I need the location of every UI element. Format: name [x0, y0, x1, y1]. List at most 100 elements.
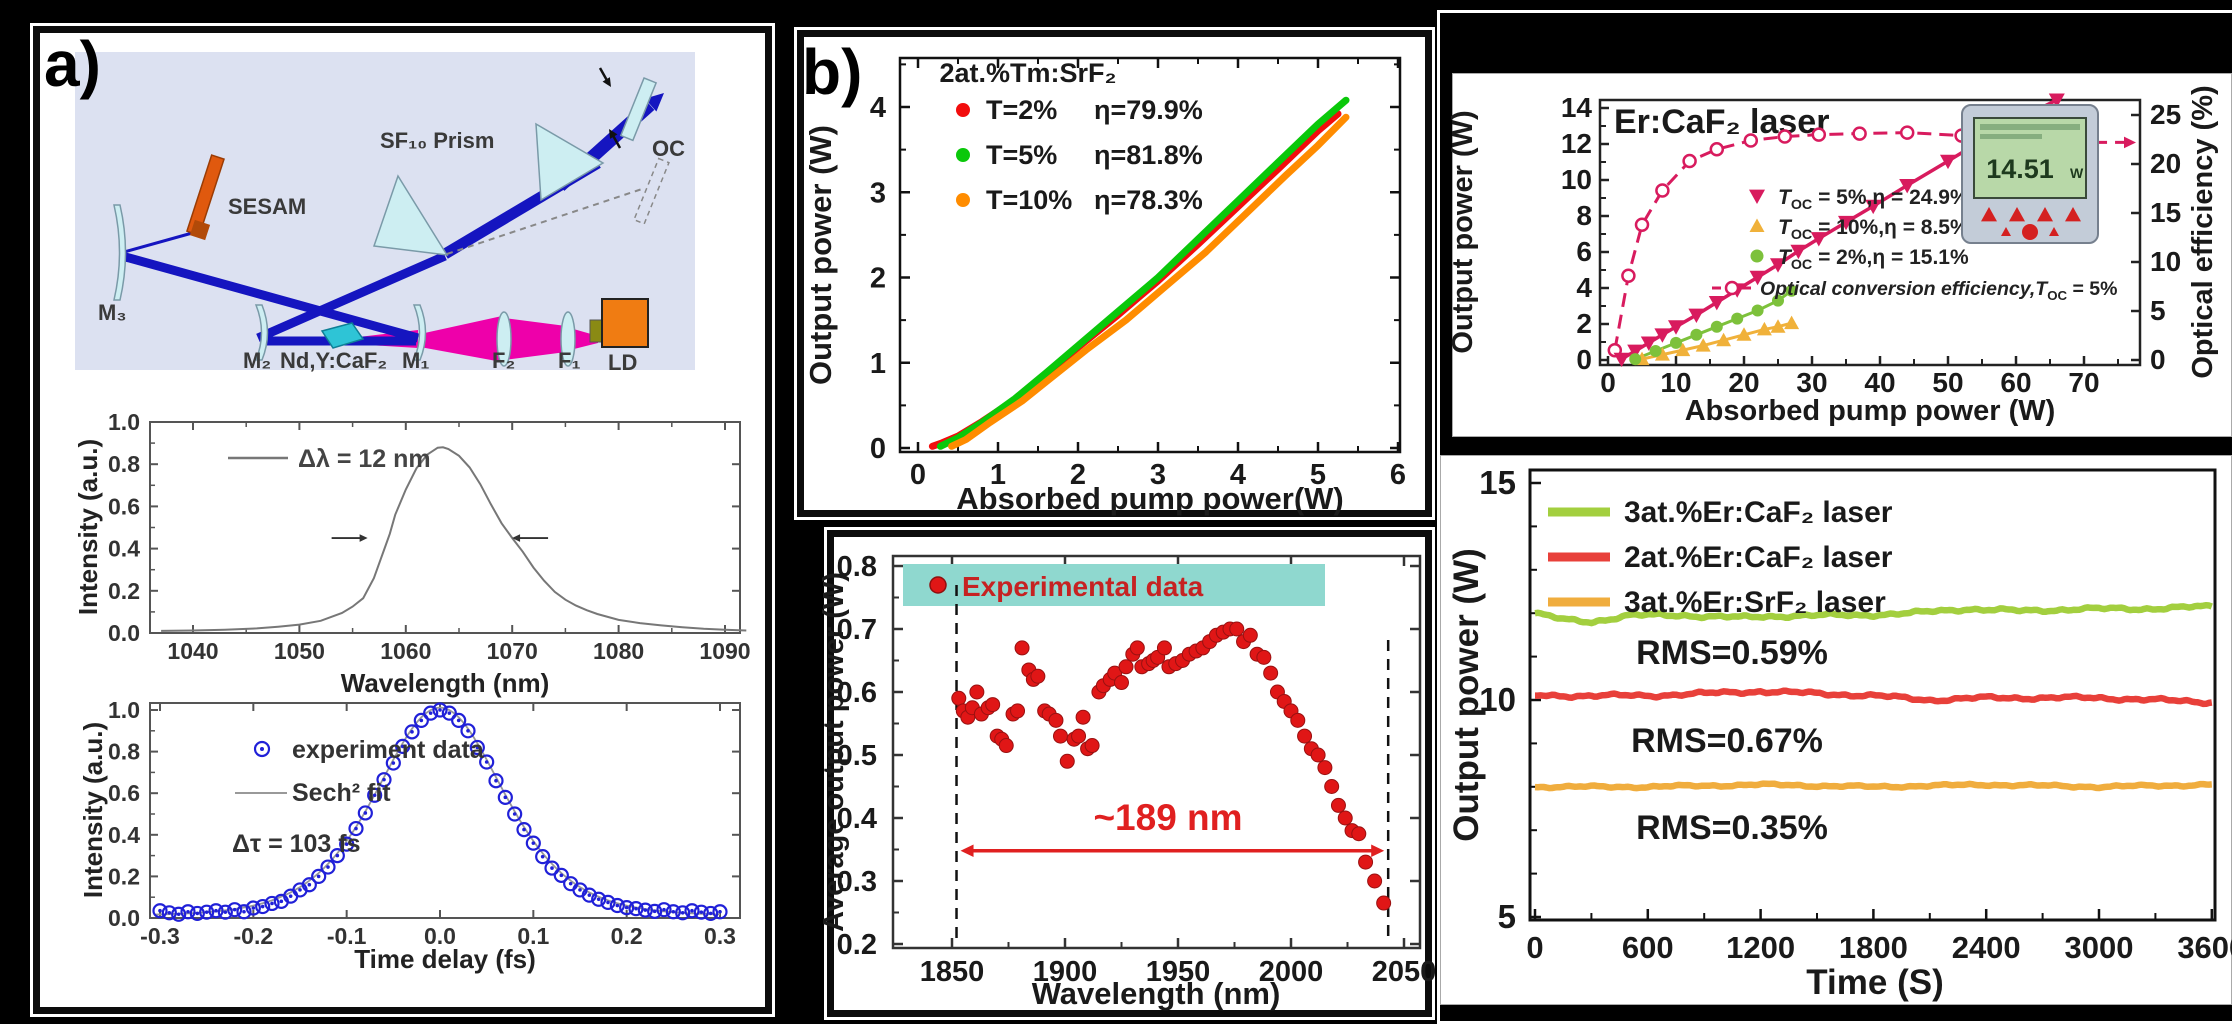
svg-text:2000: 2000 [1259, 956, 1324, 988]
svg-text:T=2%: T=2% [986, 95, 1057, 125]
svg-text:40: 40 [1864, 367, 1895, 398]
svg-text:20: 20 [2150, 148, 2181, 179]
svg-text:8: 8 [1576, 200, 1592, 231]
svg-text:0: 0 [870, 433, 886, 465]
svg-text:0.1: 0.1 [517, 923, 549, 949]
svg-text:0.4: 0.4 [837, 803, 877, 835]
svg-text:2050: 2050 [1372, 956, 1437, 988]
svg-text:Output power (W): Output power (W) [803, 125, 838, 385]
svg-text:0.6: 0.6 [108, 493, 140, 519]
svg-text:Absorbed pump power(W): Absorbed pump power(W) [956, 481, 1343, 516]
svg-text:TOC = 5%,η = 24.9%: TOC = 5%,η = 24.9% [1778, 186, 1969, 213]
svg-text:0.5: 0.5 [837, 740, 877, 772]
svg-text:0.3: 0.3 [837, 866, 877, 898]
svg-text:0.2: 0.2 [837, 929, 877, 961]
svg-text:1.0: 1.0 [108, 409, 140, 435]
svg-text:5: 5 [2150, 295, 2166, 326]
svg-text:0: 0 [910, 459, 926, 491]
cavity-diagram [75, 52, 695, 370]
svg-text:0.6: 0.6 [108, 780, 140, 806]
panel-a-label: a) [44, 28, 101, 100]
svg-text:-0.3: -0.3 [140, 923, 180, 949]
svg-text:experiment data: experiment data [292, 736, 485, 764]
sesam-label: SESAM [228, 194, 307, 219]
svg-text:14.51: 14.51 [1986, 154, 2054, 184]
svg-text:2at.%Tm:SrF₂: 2at.%Tm:SrF₂ [939, 58, 1116, 88]
svg-text:2at.%Er:CaF₂ laser: 2at.%Er:CaF₂ laser [1624, 541, 1893, 574]
laser-diode-label: LD [608, 350, 638, 375]
svg-text:3: 3 [1150, 459, 1166, 491]
svg-text:RMS=0.35%: RMS=0.35% [1636, 809, 1828, 847]
svg-text:1050: 1050 [274, 638, 325, 664]
svg-text:0.3: 0.3 [704, 923, 736, 949]
svg-text:50: 50 [1932, 367, 1963, 398]
svg-text:1090: 1090 [699, 638, 750, 664]
svg-text:Absorbed pump power (W): Absorbed pump power (W) [1685, 395, 2056, 427]
svg-text:1200: 1200 [1726, 930, 1795, 965]
svg-text:0.0: 0.0 [108, 620, 140, 646]
svg-text:3600: 3600 [2177, 930, 2232, 965]
svg-text:TOC = 10%,η = 8.5%: TOC = 10%,η = 8.5% [1778, 216, 1969, 243]
gain-crystal-label: Nd,Y:CaF₂ [280, 348, 388, 373]
svg-text:0.2: 0.2 [108, 863, 140, 889]
svg-text:30: 30 [1796, 367, 1827, 398]
svg-text:4: 4 [870, 92, 886, 124]
svg-text:T=5%: T=5% [986, 140, 1057, 170]
svg-text:0.8: 0.8 [108, 739, 140, 765]
svg-text:-0.2: -0.2 [234, 923, 274, 949]
svg-text:0.0: 0.0 [108, 905, 140, 931]
svg-text:Intensity (a.u.): Intensity (a.u.) [73, 439, 103, 615]
svg-text:3000: 3000 [2065, 930, 2134, 965]
svg-text:5: 5 [1310, 459, 1326, 491]
svg-text:0: 0 [1576, 344, 1592, 375]
svg-text:Time (S): Time (S) [1806, 963, 1943, 1002]
svg-text:1060: 1060 [380, 638, 431, 664]
svg-text:10: 10 [1479, 681, 1516, 718]
svg-text:0: 0 [2150, 344, 2166, 375]
svg-text:Optical conversion efficiency,: Optical conversion efficiency,TOC = 5% [1760, 278, 2117, 303]
svg-text:14: 14 [1561, 92, 1593, 123]
svg-text:Time delay (fs): Time delay (fs) [354, 944, 536, 974]
power-meter-inset: 14.51 W [1961, 104, 2099, 244]
svg-text:0.4: 0.4 [108, 822, 140, 848]
svg-text:2400: 2400 [1952, 930, 2021, 965]
svg-text:60: 60 [2000, 367, 2031, 398]
svg-text:4: 4 [1230, 459, 1246, 491]
svg-text:0: 0 [1600, 367, 1616, 398]
svg-text:Wavelength (nm): Wavelength (nm) [341, 668, 549, 698]
panel-b-label: b) [802, 36, 863, 108]
svg-text:10: 10 [1561, 164, 1592, 195]
svg-text:0.8: 0.8 [837, 551, 877, 583]
svg-text:1950: 1950 [1146, 956, 1211, 988]
panel-b-bottom-card [827, 530, 1432, 1017]
svg-text:3at.%Er:CaF₂ laser: 3at.%Er:CaF₂ laser [1624, 496, 1893, 529]
svg-text:Optical efficiency (%): Optical efficiency (%) [2187, 85, 2219, 378]
svg-text:15: 15 [2150, 197, 2181, 228]
svg-text:0.0: 0.0 [424, 923, 456, 949]
svg-text:TOC = 2%,η = 15.1%: TOC = 2%,η = 15.1% [1778, 246, 1969, 273]
svg-text:Wavelength (nm): Wavelength (nm) [1032, 976, 1281, 1011]
svg-text:Sech² fit: Sech² fit [292, 779, 391, 807]
svg-text:η=78.3%: η=78.3% [1094, 185, 1203, 215]
lens-f2-label: F₂ [492, 348, 516, 373]
svg-text:η=81.8%: η=81.8% [1094, 140, 1203, 170]
svg-text:1: 1 [870, 348, 886, 380]
output-coupler-label: OC [652, 136, 685, 161]
svg-text:0.7: 0.7 [837, 614, 877, 646]
emission-spectrum-chart: 1040 1050 1060 1070 1080 1090 0.0 0.2 0.4 0.6 0.8 1… [73, 409, 751, 698]
svg-text:4: 4 [1576, 272, 1592, 303]
svg-text:0: 0 [1526, 930, 1543, 965]
svg-text:Intensity (a.u.): Intensity (a.u.) [78, 722, 108, 898]
panel-b-top-card [797, 30, 1432, 517]
svg-text:~189 nm: ~189 nm [1093, 797, 1242, 838]
svg-text:1070: 1070 [487, 638, 538, 664]
svg-text:6: 6 [1576, 236, 1592, 267]
svg-text:10: 10 [2150, 246, 2181, 277]
svg-text:Output power (W): Output power (W) [1447, 110, 1479, 353]
svg-text:1080: 1080 [593, 638, 644, 664]
svg-text:η=79.9%: η=79.9% [1094, 95, 1203, 125]
svg-text:5: 5 [1498, 898, 1516, 935]
mirror-m3-label: M₃ [98, 300, 127, 325]
tuning-curve-chart: 1850 1900 1950 2000 2050 0.2 0.3 0.4 0.5 0.6 0.7 0.… [818, 551, 1436, 1011]
